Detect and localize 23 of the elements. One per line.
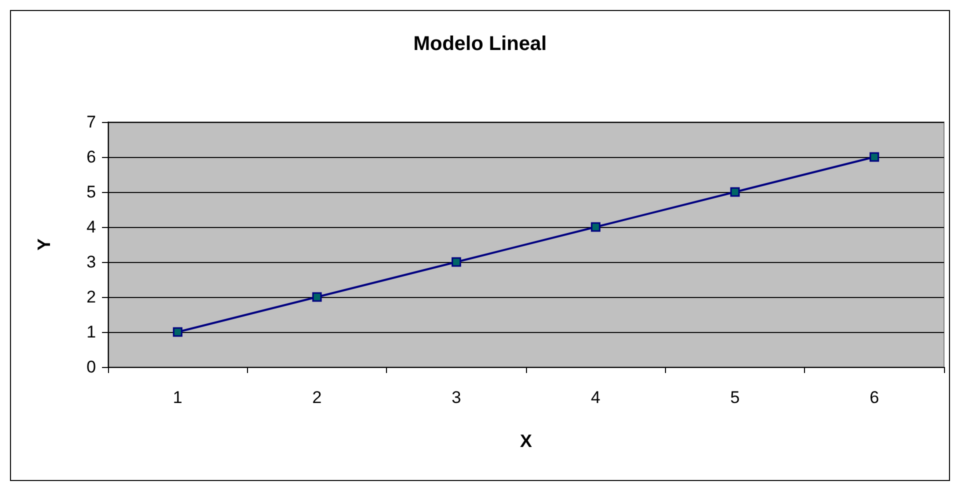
x-tick-label: 1 bbox=[172, 388, 182, 407]
y-tick-label: 1 bbox=[86, 322, 96, 342]
y-tick-label: 7 bbox=[86, 112, 96, 132]
point bbox=[172, 327, 182, 337]
point bbox=[312, 292, 322, 302]
y-tick-label: 4 bbox=[86, 218, 96, 236]
chart-title: Modelo Lineal bbox=[413, 33, 547, 55]
y-tick-label: 6 bbox=[86, 148, 96, 166]
y-axis-title: Y bbox=[34, 238, 54, 251]
point bbox=[730, 187, 740, 197]
x-tick-label: 5 bbox=[730, 388, 740, 407]
x-tick-label: 2 bbox=[312, 388, 322, 407]
x-tick-label: 4 bbox=[590, 388, 600, 407]
y-tick-label: 3 bbox=[86, 252, 96, 272]
point bbox=[870, 152, 880, 162]
x-tick-label: 6 bbox=[870, 388, 880, 407]
y-tick-label: 0 bbox=[86, 358, 96, 376]
point bbox=[452, 257, 462, 267]
point bbox=[590, 222, 600, 232]
x-axis-title: X bbox=[520, 431, 532, 451]
x-tick-label: 3 bbox=[452, 388, 462, 407]
y-tick-label: 5 bbox=[86, 182, 96, 202]
y-tick-label: 2 bbox=[86, 288, 96, 306]
